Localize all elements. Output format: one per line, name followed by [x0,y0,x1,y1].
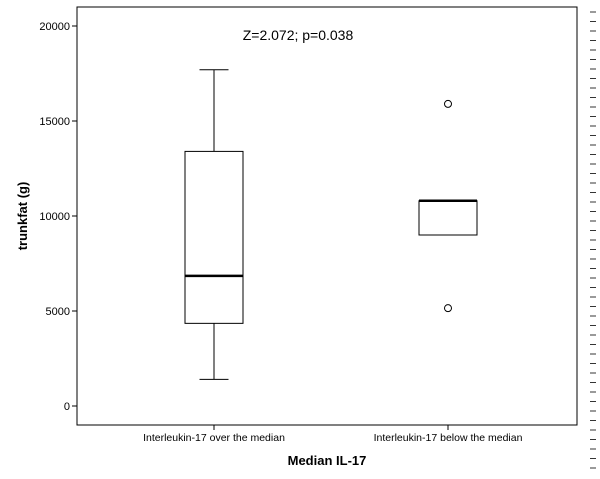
y-tick-label: 5000 [46,306,70,318]
outlier-point [444,99,452,108]
x-tick-label: Interleukin-17 below the median [374,432,523,444]
y-tick-label: 20000 [39,21,70,33]
iqr-box [184,150,244,324]
right-edge-marks [590,11,596,469]
y-axis: 0 5000 10000 15000 20000 [39,21,77,413]
iqr-box [418,200,478,236]
x-axis-title: Median IL-17 [288,453,367,468]
y-tick-label: 0 [64,401,70,413]
y-tick-label: 15000 [39,116,70,128]
x-tick-label: Interleukin-17 over the median [143,432,285,444]
plot-area [76,6,578,426]
y-tick-label: 10000 [39,211,70,223]
box-group [418,99,478,313]
outlier-point [444,304,452,313]
annotation-text: Z=2.072; p=0.038 [243,27,354,43]
x-axis: Interleukin-17 over the median Interleuki… [143,425,523,444]
boxes [184,69,478,380]
y-axis-title: trunkfat (g) [15,182,30,251]
box-group [184,69,244,380]
